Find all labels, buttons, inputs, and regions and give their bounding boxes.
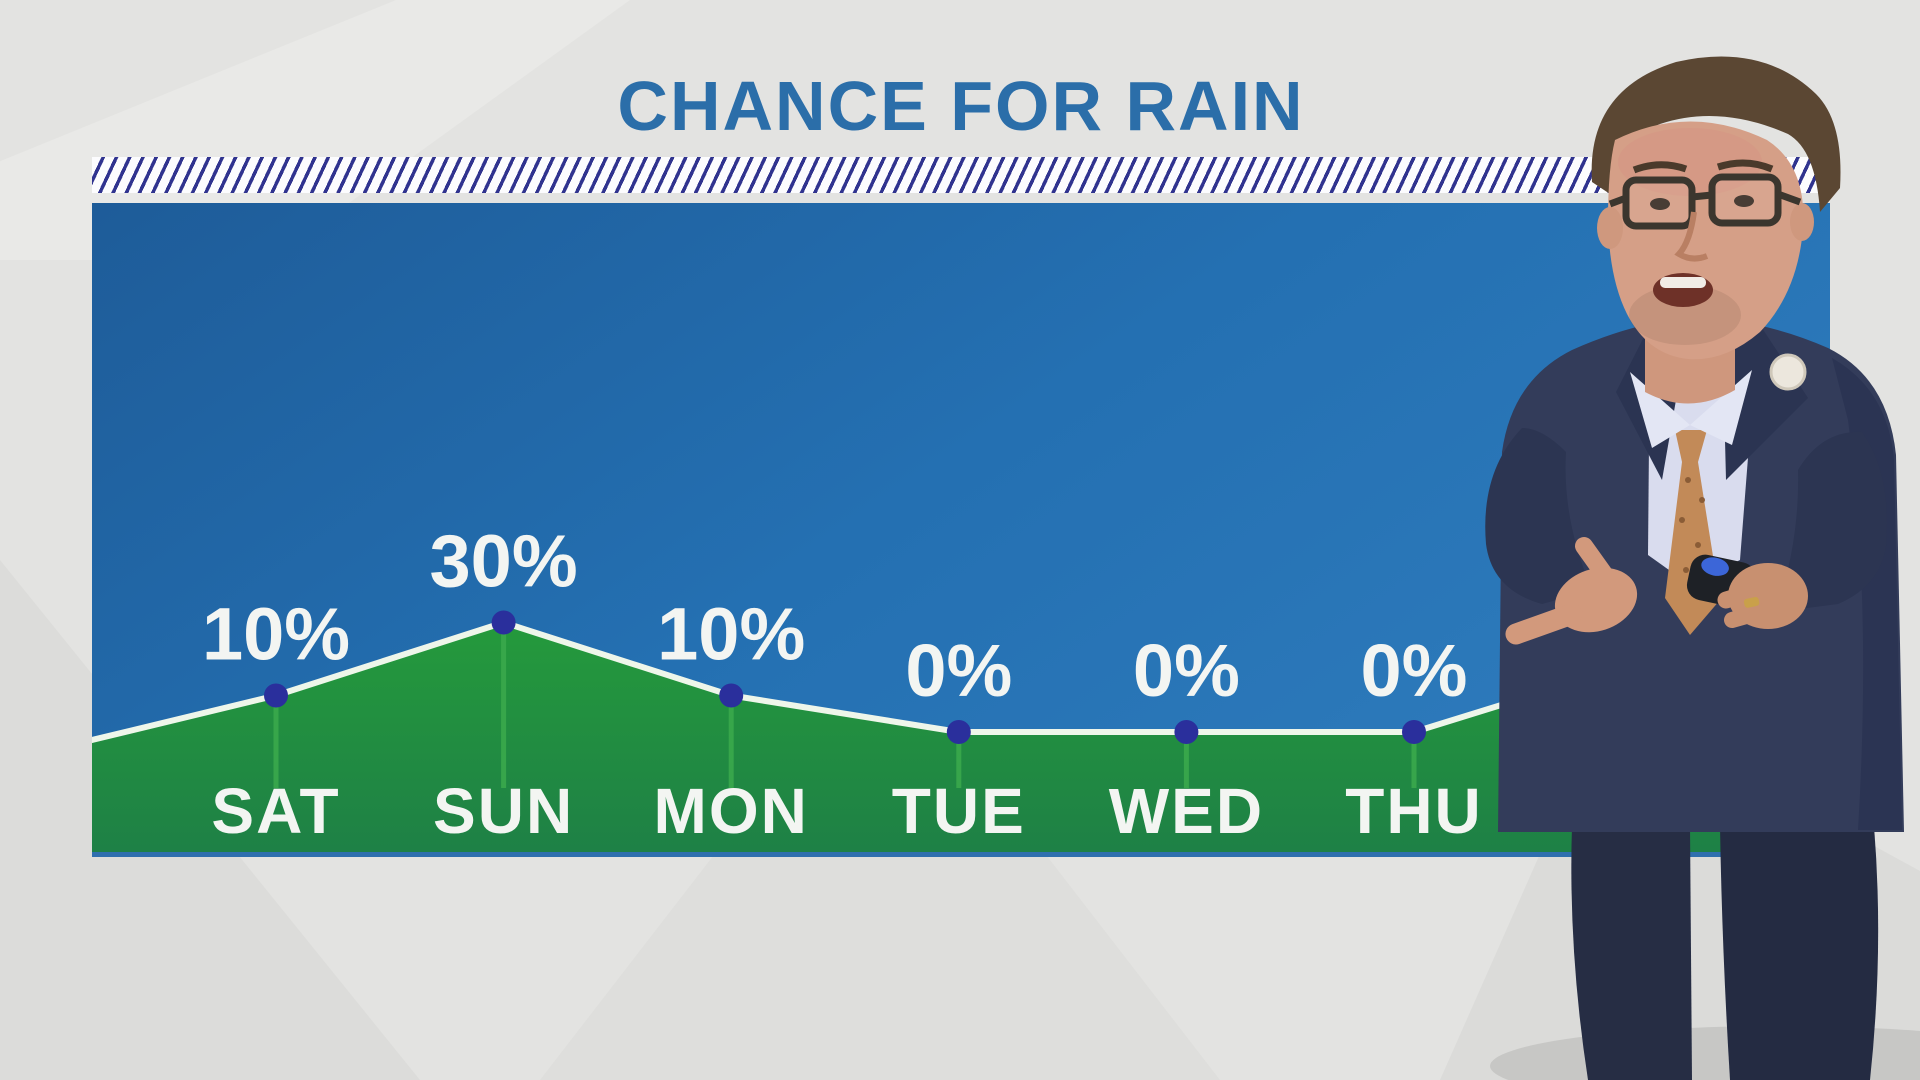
page-title: CHANCE FOR RAIN <box>617 67 1305 145</box>
tie-knot <box>1675 430 1707 462</box>
day-label: THU <box>1345 775 1483 847</box>
presenter-forearm-sleeve <box>1485 428 1592 604</box>
teeth <box>1660 277 1706 288</box>
right-ear <box>1790 203 1814 241</box>
value-labels: 10% 30% 10% 0% 0% 0% <box>202 520 1468 713</box>
data-point-dot <box>946 720 971 744</box>
day-label: SUN <box>433 775 574 847</box>
day-labels: SAT SUN MON TUE WED THU <box>211 775 1483 847</box>
left-eye <box>1650 198 1670 210</box>
pointing-finger <box>1505 603 1583 645</box>
data-point-dot <box>719 683 744 708</box>
weatherman-figure <box>1485 56 1920 1080</box>
hatched-border-band <box>92 157 1830 193</box>
value-label: 10% <box>657 593 805 676</box>
nose <box>1674 211 1709 262</box>
presenter-hair <box>1591 56 1841 212</box>
data-point-dot <box>1402 720 1426 744</box>
data-point-stems <box>273 630 1417 788</box>
stubble-shadow <box>1629 285 1741 345</box>
data-point-dot <box>1174 720 1199 744</box>
rain-chance-trend-line <box>92 600 1830 743</box>
value-label: 0% <box>1361 629 1468 712</box>
thumb <box>1575 537 1613 583</box>
right-eye <box>1734 195 1754 207</box>
rain-chance-area-fill <box>92 603 1830 857</box>
shirt-collar-right <box>1690 370 1752 445</box>
holding-fingers <box>1717 575 1789 609</box>
data-point-dot <box>491 610 516 635</box>
value-label: 0% <box>905 629 1012 712</box>
data-point-dots <box>264 610 1426 744</box>
data-point-dot <box>264 683 288 708</box>
presenter-other-sleeve <box>1776 431 1887 612</box>
holding-fingers <box>1724 598 1790 628</box>
panel-bottom-strip <box>92 852 1830 857</box>
boutonniere-flower <box>1769 353 1807 391</box>
right-eyebrow <box>1716 159 1774 173</box>
value-label: 10% <box>202 593 350 676</box>
presenter-right-leg <box>1720 826 1879 1080</box>
suit-shading <box>1832 358 1902 830</box>
presenter-left-leg <box>1571 826 1692 1080</box>
day-label: TUE <box>892 775 1026 847</box>
day-label: SAT <box>211 775 340 847</box>
day-label: MON <box>654 775 809 847</box>
value-label: 0% <box>1133 629 1240 712</box>
value-label: 30% <box>430 520 578 603</box>
right-lapel <box>1722 320 1808 480</box>
day-label: WED <box>1109 775 1264 847</box>
left-ear <box>1597 207 1623 249</box>
gold-ring <box>1743 596 1760 608</box>
left-eyebrow <box>1632 161 1688 174</box>
